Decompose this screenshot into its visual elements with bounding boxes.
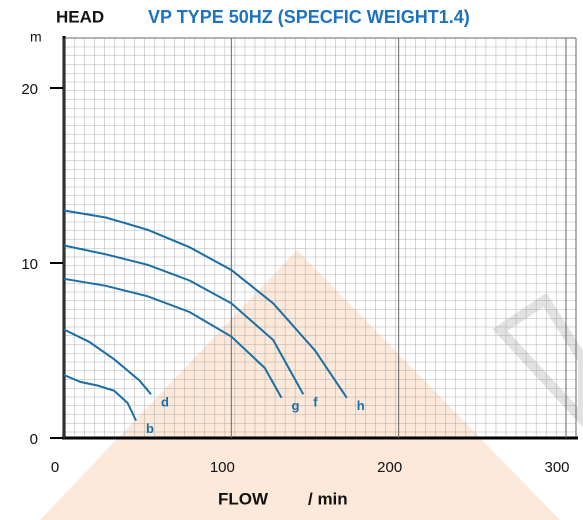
x-tick-label: 200: [377, 459, 402, 476]
x-tick-label: 300: [544, 459, 569, 476]
chart-title: VP TYPE 50HZ (SPECFIC WEIGHT1.4): [148, 7, 470, 27]
x-tick-label: 100: [210, 459, 235, 476]
curve-label: h: [357, 398, 365, 413]
x-axis-title: FLOW: [218, 489, 269, 508]
y-tick-label: 10: [21, 256, 38, 273]
curve-label: b: [146, 421, 154, 436]
minor-grid: [64, 38, 576, 438]
curve-label: f: [313, 395, 318, 410]
x-unit: / min: [308, 489, 348, 508]
page: {"chart_data": { "type": "line", "title"…: [0, 0, 583, 520]
y-unit: m: [30, 29, 42, 45]
y-axis-title: HEAD: [56, 7, 104, 26]
chart: HEAD VP TYPE 50HZ (SPECFIC WEIGHT1.4) m …: [0, 0, 583, 520]
curve-label: d: [161, 395, 169, 410]
y-tick-label: 20: [21, 81, 38, 98]
x-tick-label: 0: [51, 459, 59, 476]
curve-label: g: [292, 398, 300, 413]
y-tick-label: 0: [30, 431, 38, 448]
